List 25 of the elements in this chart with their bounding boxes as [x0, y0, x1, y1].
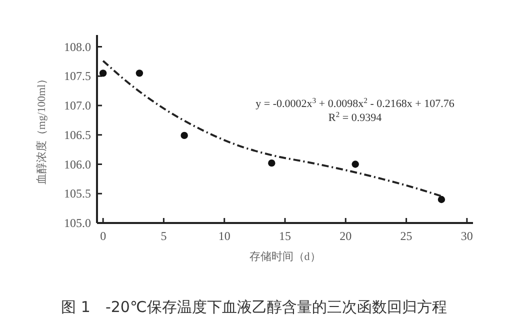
y-tick-label: 105.5 [64, 186, 91, 201]
annotation: y = -0.0002x$^{3}$ + 0.0098x$^{2}$ - 0.2168x + 107.76 [256, 96, 455, 110]
point [352, 160, 359, 168]
x-tick-label: 10 [218, 229, 230, 243]
y-tick-label: 107.0 [64, 98, 91, 112]
x-tick-label: 25 [400, 229, 412, 243]
x-tick-label: 0 [100, 229, 106, 243]
y-tick-label: 108.0 [64, 40, 91, 54]
point [99, 70, 107, 77]
x-tick-label: 5 [160, 229, 167, 243]
y-axis-title: 血醇浓度（mg/100ml） [35, 73, 48, 185]
point [268, 159, 276, 167]
point [136, 70, 144, 77]
x-tick-label: 15 [279, 229, 291, 243]
x-axis-title: 存储时间（d） [249, 250, 321, 263]
text: 图 1 -20℃保存温度下血液乙醇含量的三次函数回归方程 [61, 298, 447, 316]
y-tick-label: 107.5 [64, 69, 91, 84]
y-tick-label: 106.0 [64, 157, 91, 172]
annotation: R$^{2}$ = 0.9394 [328, 110, 382, 124]
x-tick-label: 20 [340, 229, 352, 243]
point [180, 132, 188, 140]
point [438, 196, 446, 204]
x-tick-label: 30 [460, 229, 473, 243]
y-tick-label: 106.5 [64, 128, 91, 142]
y-tick-label: 105.0 [64, 216, 91, 230]
